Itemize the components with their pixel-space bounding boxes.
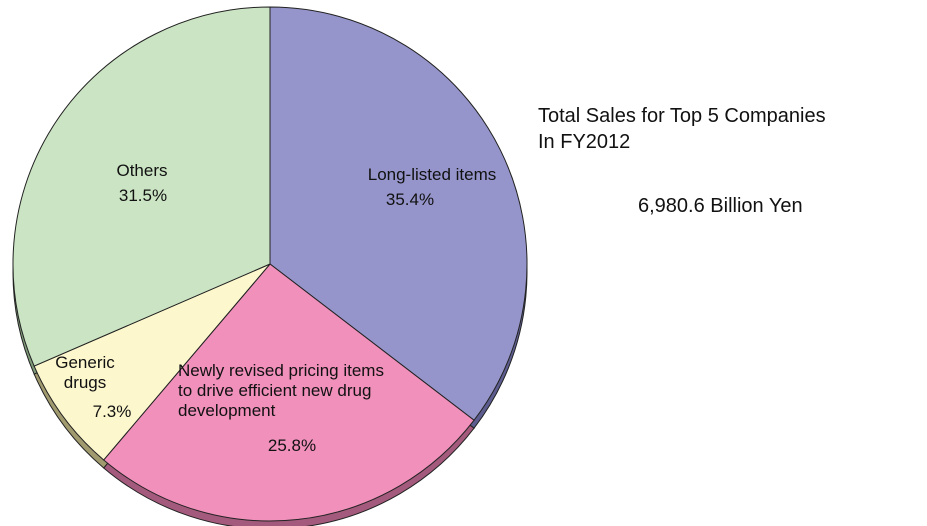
pie-slice-label-line: Long-listed items (368, 165, 497, 184)
pie-slice-value-2: 7.3% (93, 402, 132, 421)
pie-slice-label-3: Others (116, 161, 167, 180)
pie-slice-label-0: Long-listed items (368, 165, 497, 184)
pie-slice-label-line: Others (116, 161, 167, 180)
pie-slice-value-3: 31.5% (119, 186, 167, 205)
total-sales-title-line-1: Total Sales for Top 5 Companies (538, 105, 826, 127)
total-sales-title-line-2: In FY2012 (538, 131, 631, 153)
pie-slice-label-2: Generic drugs (55, 353, 115, 392)
pie-slice-value-0: 35.4% (386, 190, 434, 209)
pie-slice-value-1: 25.8% (268, 436, 316, 455)
pie-slice-label-1: Newly revised pricing items to drive effi… (178, 361, 384, 420)
pie-slice-label-line: to drive efficient new drug (178, 381, 371, 400)
pie-chart: Long-listed items 35.4% Newly revised pric… (12, 6, 528, 526)
total-sales-value: 6,980.6 Billion Yen (638, 195, 803, 217)
pie-labels: Long-listed items 35.4% Newly revised pric… (55, 161, 496, 455)
pie-slice-1 (103, 263, 475, 522)
pie-slice-label-line: Generic (55, 353, 115, 372)
pie-slice-label-line: drugs (64, 373, 107, 392)
pie-slice-3 (12, 6, 271, 367)
pie-slice-2 (33, 263, 271, 461)
pie-slice-label-line: Newly revised pricing items (178, 361, 384, 380)
pie-slices (12, 6, 528, 522)
total-sales-title: Total Sales for Top 5 Companies In FY201… (538, 103, 826, 155)
pie-slice-0 (269, 6, 528, 421)
pie-slice-label-line: development (178, 401, 276, 420)
